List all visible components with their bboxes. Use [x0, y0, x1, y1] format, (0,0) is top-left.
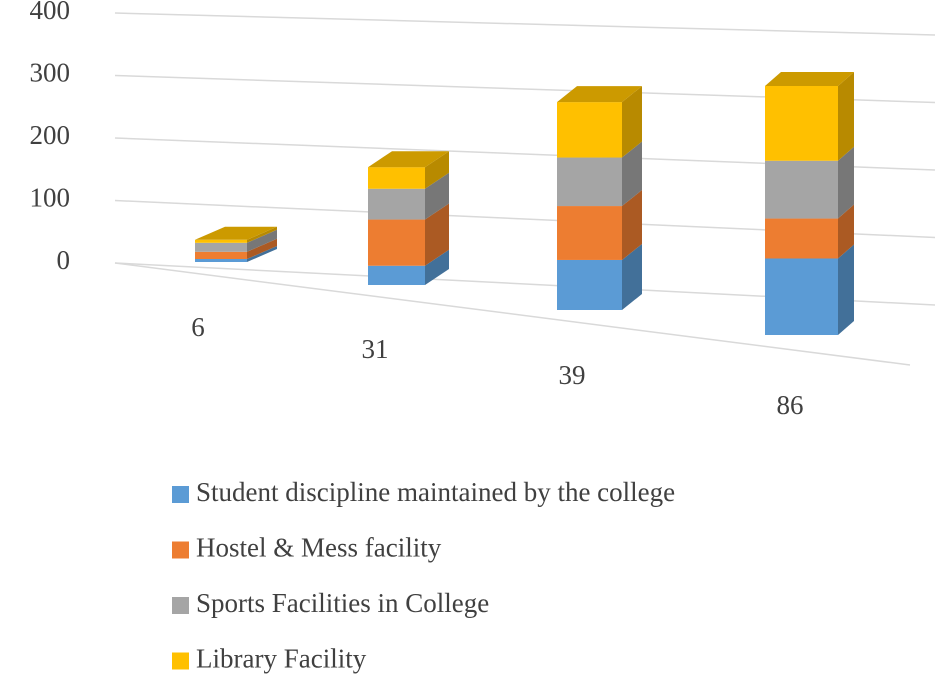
legend-label: Library Facility	[196, 644, 367, 674]
y-tick-label: 400	[30, 0, 71, 25]
bar-front	[765, 85, 838, 161]
legend-swatch	[172, 597, 189, 614]
bar-front	[368, 265, 425, 285]
legend-swatch	[172, 486, 189, 503]
x-tick-label: 6	[191, 312, 205, 342]
bar-front	[368, 167, 425, 189]
y-tick-label: 0	[57, 245, 71, 275]
bar-front	[557, 259, 622, 310]
bar-segment	[557, 190, 642, 260]
bar-side	[425, 203, 449, 266]
bar-side	[622, 243, 642, 310]
bar-top	[368, 151, 449, 168]
bar-side	[425, 151, 449, 189]
bar-side	[622, 141, 642, 207]
bar-top	[195, 226, 277, 240]
bar-front	[195, 251, 247, 259]
bar-front	[765, 218, 838, 259]
bar-segment	[195, 246, 277, 262]
bar-segment	[765, 71, 854, 161]
legend-swatch	[172, 652, 189, 670]
bar-side	[247, 229, 277, 252]
bar-top	[765, 71, 854, 86]
bar-front	[368, 219, 425, 266]
bar-segment	[557, 243, 642, 310]
bar-front	[765, 258, 838, 335]
y-tick-label: 200	[30, 120, 71, 150]
bar-segment	[765, 204, 854, 259]
bar-side	[622, 86, 642, 158]
bar-side	[425, 249, 449, 285]
legend-swatch	[172, 541, 189, 559]
legend-label: Hostel & Mess facility	[196, 533, 442, 563]
y-tick-label: 300	[30, 58, 71, 88]
floor-edge	[114, 262, 911, 366]
bar-segment	[195, 226, 277, 243]
bar-segment	[195, 229, 277, 252]
bar-side	[838, 244, 854, 335]
legend-label: Sports Facilities in College	[196, 588, 489, 618]
bar-side	[622, 190, 642, 260]
y-tick-label: 100	[30, 183, 71, 213]
x-tick-label: 39	[559, 360, 586, 390]
legend-label: Student discipline maintained by the col…	[196, 477, 675, 507]
bar-segment	[195, 238, 277, 259]
bar-side	[838, 71, 854, 161]
x-tick-label: 31	[362, 334, 389, 364]
bar-front	[557, 157, 622, 207]
bar-segment	[557, 86, 642, 158]
bar-segment	[765, 146, 854, 219]
bar-side	[425, 172, 449, 220]
bar-side	[838, 204, 854, 259]
bar-side	[247, 238, 277, 259]
bar-segment	[368, 172, 449, 220]
grid-line	[114, 12, 935, 36]
bar-front	[557, 206, 622, 260]
bar-front	[195, 242, 247, 252]
bar-front	[195, 239, 247, 243]
bar-front	[368, 188, 425, 220]
bar-segment	[368, 151, 449, 189]
bar-side	[247, 246, 277, 262]
bar-front	[765, 160, 838, 219]
bar-front	[195, 259, 247, 262]
bar-side	[838, 146, 854, 219]
bar-segment	[557, 141, 642, 207]
bar-segment	[765, 244, 854, 335]
bar-front	[557, 102, 622, 158]
bar-segment	[368, 249, 449, 285]
bar-side	[247, 226, 277, 243]
bar-segment	[368, 203, 449, 266]
bar-top	[557, 86, 642, 103]
x-tick-label: 86	[777, 390, 804, 420]
